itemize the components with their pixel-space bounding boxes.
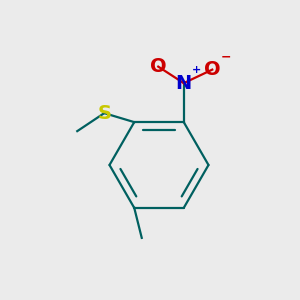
Text: N: N <box>176 74 192 93</box>
Text: O: O <box>150 57 166 76</box>
Text: −: − <box>221 50 231 63</box>
Text: O: O <box>204 60 220 79</box>
Text: S: S <box>97 103 111 123</box>
Text: +: + <box>192 65 201 75</box>
